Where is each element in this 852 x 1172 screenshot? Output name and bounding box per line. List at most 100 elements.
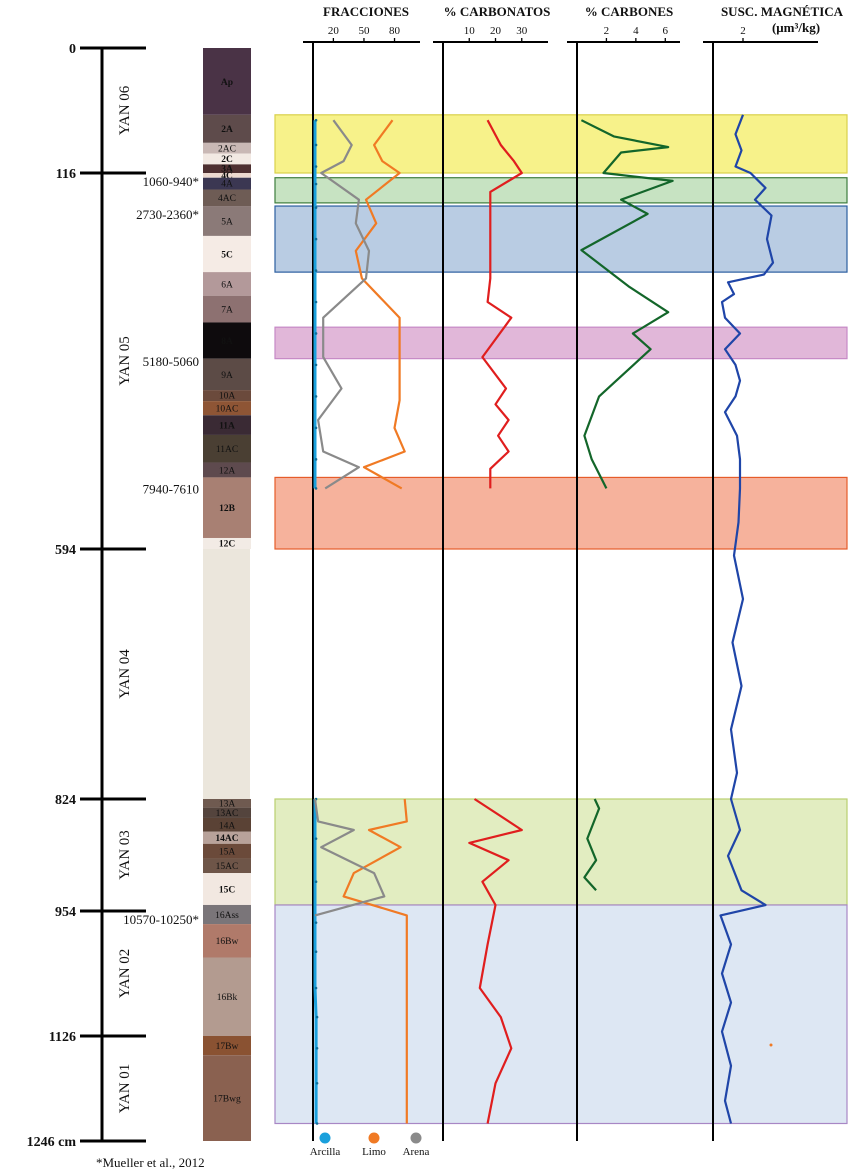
depth-tick-label: 0: [69, 42, 76, 57]
horizon-label: 10AC: [216, 405, 239, 415]
x-tick-label: 20: [490, 25, 502, 37]
horizon-layer: [203, 142, 251, 154]
horizon-label: 5C: [221, 250, 233, 260]
series-line: [580, 119, 674, 489]
series-line: [481, 119, 523, 489]
horizon-layer: [203, 177, 251, 190]
horizon-label: 2A: [221, 125, 233, 135]
horizon-label: 14AC: [215, 834, 238, 844]
horizon-layer: [203, 173, 251, 178]
legend-swatch: [319, 1132, 331, 1144]
highlight-band: [274, 177, 848, 204]
horizon-label: 2C: [221, 155, 233, 165]
horizon-layer: [203, 799, 251, 808]
x-tick-label: 4: [633, 25, 639, 37]
x-tick-label: 50: [358, 25, 370, 37]
panel: FRACCIONES 20 50 80: [303, 4, 420, 1141]
horizon-label: 16Bk: [217, 993, 238, 1003]
data-point: [314, 182, 318, 186]
data-point: [315, 1081, 319, 1085]
horizon-layer: [203, 189, 251, 207]
horizon-layer: [203, 401, 251, 416]
horizon-layer: [203, 295, 251, 323]
highlight-bands: [274, 114, 848, 1125]
data-point: [314, 269, 318, 272]
data-point: [314, 921, 318, 924]
x-tick-label: 80: [389, 25, 401, 37]
unit-label: YAN 05: [117, 336, 133, 386]
horizon-layer: [203, 358, 251, 391]
horizon-label: 17Bw: [216, 1042, 239, 1052]
data-point: [769, 1043, 773, 1047]
horizon-layer: [203, 477, 251, 538]
highlight-band: [274, 326, 848, 360]
horizon-layer: [203, 1036, 251, 1056]
horizon-layer: [203, 807, 251, 818]
horizon-layer: [203, 415, 251, 435]
data-point: [314, 118, 318, 122]
horizon-label: 13A: [219, 799, 236, 809]
data-point: [314, 300, 318, 304]
date-label: 5180-5060: [143, 354, 199, 369]
legend-label: Limo: [362, 1146, 386, 1158]
series-line: [468, 798, 523, 1124]
x-tick-label: 2: [740, 25, 746, 37]
horizon-layer: [203, 206, 251, 236]
data-point: [314, 487, 318, 490]
data-point: [314, 363, 318, 367]
horizon-label: 7A: [221, 306, 233, 316]
series-line: [583, 798, 601, 892]
horizon-layer: [203, 164, 251, 173]
depth-tick-label: 1126: [49, 1030, 76, 1045]
horizon-label: 6A: [221, 280, 233, 290]
data-point: [314, 332, 318, 335]
highlight-band: [274, 205, 848, 273]
data-point: [314, 458, 318, 461]
highlight-band: [274, 798, 848, 906]
unit-label: YAN 02: [117, 949, 133, 999]
footnote: *Mueller et al., 2012: [96, 1155, 205, 1170]
horizon-layer: [203, 322, 251, 359]
horizon-label: Ap: [221, 78, 233, 88]
series-line: [317, 119, 371, 490]
data-point: [314, 237, 318, 241]
horizon-label: 9A: [221, 371, 233, 381]
highlight-band: [274, 114, 848, 174]
depth-tick-label: 824: [55, 793, 76, 808]
horizon-label: 11AC: [216, 445, 238, 455]
horizon-layer: [203, 858, 251, 874]
unit-label: YAN 01: [117, 1064, 133, 1114]
horizon-label: 12A: [219, 466, 236, 476]
horizon-layer: [203, 924, 251, 958]
data-point: [314, 880, 318, 884]
horizon-layer: [203, 904, 251, 925]
horizon-label: 5A: [221, 217, 233, 227]
horizon-label: 4C: [221, 171, 233, 181]
x-tick-label: 2: [604, 25, 610, 37]
horizon-label: 15AC: [216, 862, 239, 872]
horizon-label: 15C: [219, 885, 236, 895]
series-line: [313, 798, 386, 917]
panel-title: FRACCIONES: [323, 4, 409, 19]
panel: % CARBONES 2 4 6: [567, 4, 680, 1141]
panel-title: % CARBONES: [585, 4, 674, 19]
data-point: [315, 1046, 319, 1050]
panel: % CARBONATOS 10 20 30: [433, 4, 550, 1141]
legend-swatch: [368, 1132, 380, 1144]
horizon-layer: [203, 390, 251, 402]
horizon-layer: [203, 272, 251, 296]
horizon-label: 12C: [219, 540, 236, 550]
panel: SUSC. MAGNÉTICA(μm³/kg) 2: [703, 4, 844, 1141]
horizon-layer: [203, 114, 251, 143]
panel-subtitle: (μm³/kg): [772, 20, 820, 35]
data-point: [314, 143, 318, 147]
horizon-label: 2AC: [218, 144, 236, 154]
date-label: 2730-2360*: [136, 207, 199, 222]
data-point: [314, 986, 318, 990]
horizon-label: 11A: [219, 422, 235, 432]
horizon-layer: [203, 48, 251, 115]
horizon-label: 14A: [219, 821, 236, 831]
